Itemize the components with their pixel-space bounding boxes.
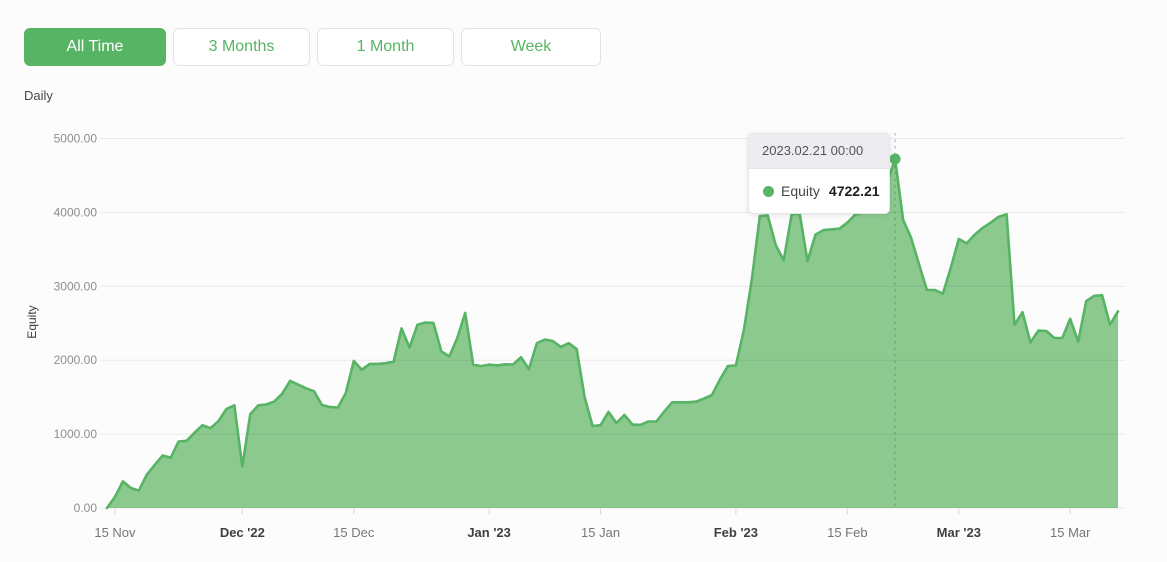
tooltip-series-label: Equity xyxy=(781,183,820,199)
x-axis-tick-label: 15 Dec xyxy=(333,525,375,540)
y-axis-tick-label: 1000.00 xyxy=(54,427,98,441)
tooltip-datetime: 2023.02.21 00:00 xyxy=(749,134,889,169)
tooltip-body: Equity 4722.21 xyxy=(749,169,889,213)
time-range-toolbar: All Time 3 Months 1 Month Week xyxy=(24,28,601,66)
x-axis-tick-label: Jan '23 xyxy=(467,525,511,540)
x-axis-tick-label: Mar '23 xyxy=(937,525,981,540)
grid-lines xyxy=(100,138,1125,509)
x-axis-tick-labels: 15 Nov Dec '22 15 Dec Jan '23 15 Jan Feb '23 1… xyxy=(94,525,1091,540)
y-axis-tick-label: 3000.00 xyxy=(54,279,98,293)
equity-area-fill xyxy=(107,159,1118,508)
y-axis-tick-label: 4000.00 xyxy=(54,205,98,219)
y-axis-tick-label: 0.00 xyxy=(74,501,98,515)
tooltip-series-dot-icon xyxy=(763,185,774,197)
highlight-dot xyxy=(889,153,901,165)
x-axis-ticks xyxy=(114,508,1071,515)
y-axis-tick-label: 2000.00 xyxy=(54,353,98,367)
granularity-label: Daily xyxy=(24,88,53,103)
equity-line xyxy=(105,157,1120,510)
chart-tooltip: 2023.02.21 00:00 Equity 4722.21 xyxy=(748,133,890,214)
time-range-button-1-month[interactable]: 1 Month xyxy=(317,28,454,66)
time-range-button-week[interactable]: Week xyxy=(461,28,601,66)
y-axis-tick-label: 5000.00 xyxy=(54,132,98,146)
x-axis-tick-label: Dec '22 xyxy=(220,525,265,540)
y-axis-tick-labels: 5000.00 4000.00 3000.00 2000.00 1000.00 0.00 xyxy=(54,132,98,516)
x-axis-tick-label: Feb '23 xyxy=(714,525,758,540)
x-axis-tick-label: 15 Mar xyxy=(1050,525,1091,540)
tooltip-value: 4722.21 xyxy=(828,183,880,199)
y-axis-title: Equity xyxy=(25,305,39,338)
x-axis-tick-label: 15 Nov xyxy=(94,525,136,540)
x-axis-tick-label: 15 Jan xyxy=(581,525,620,540)
time-range-button-3-months[interactable]: 3 Months xyxy=(173,28,310,66)
x-axis-tick-label: 15 Feb xyxy=(827,525,867,540)
time-range-button-all-time[interactable]: All Time xyxy=(24,28,166,66)
